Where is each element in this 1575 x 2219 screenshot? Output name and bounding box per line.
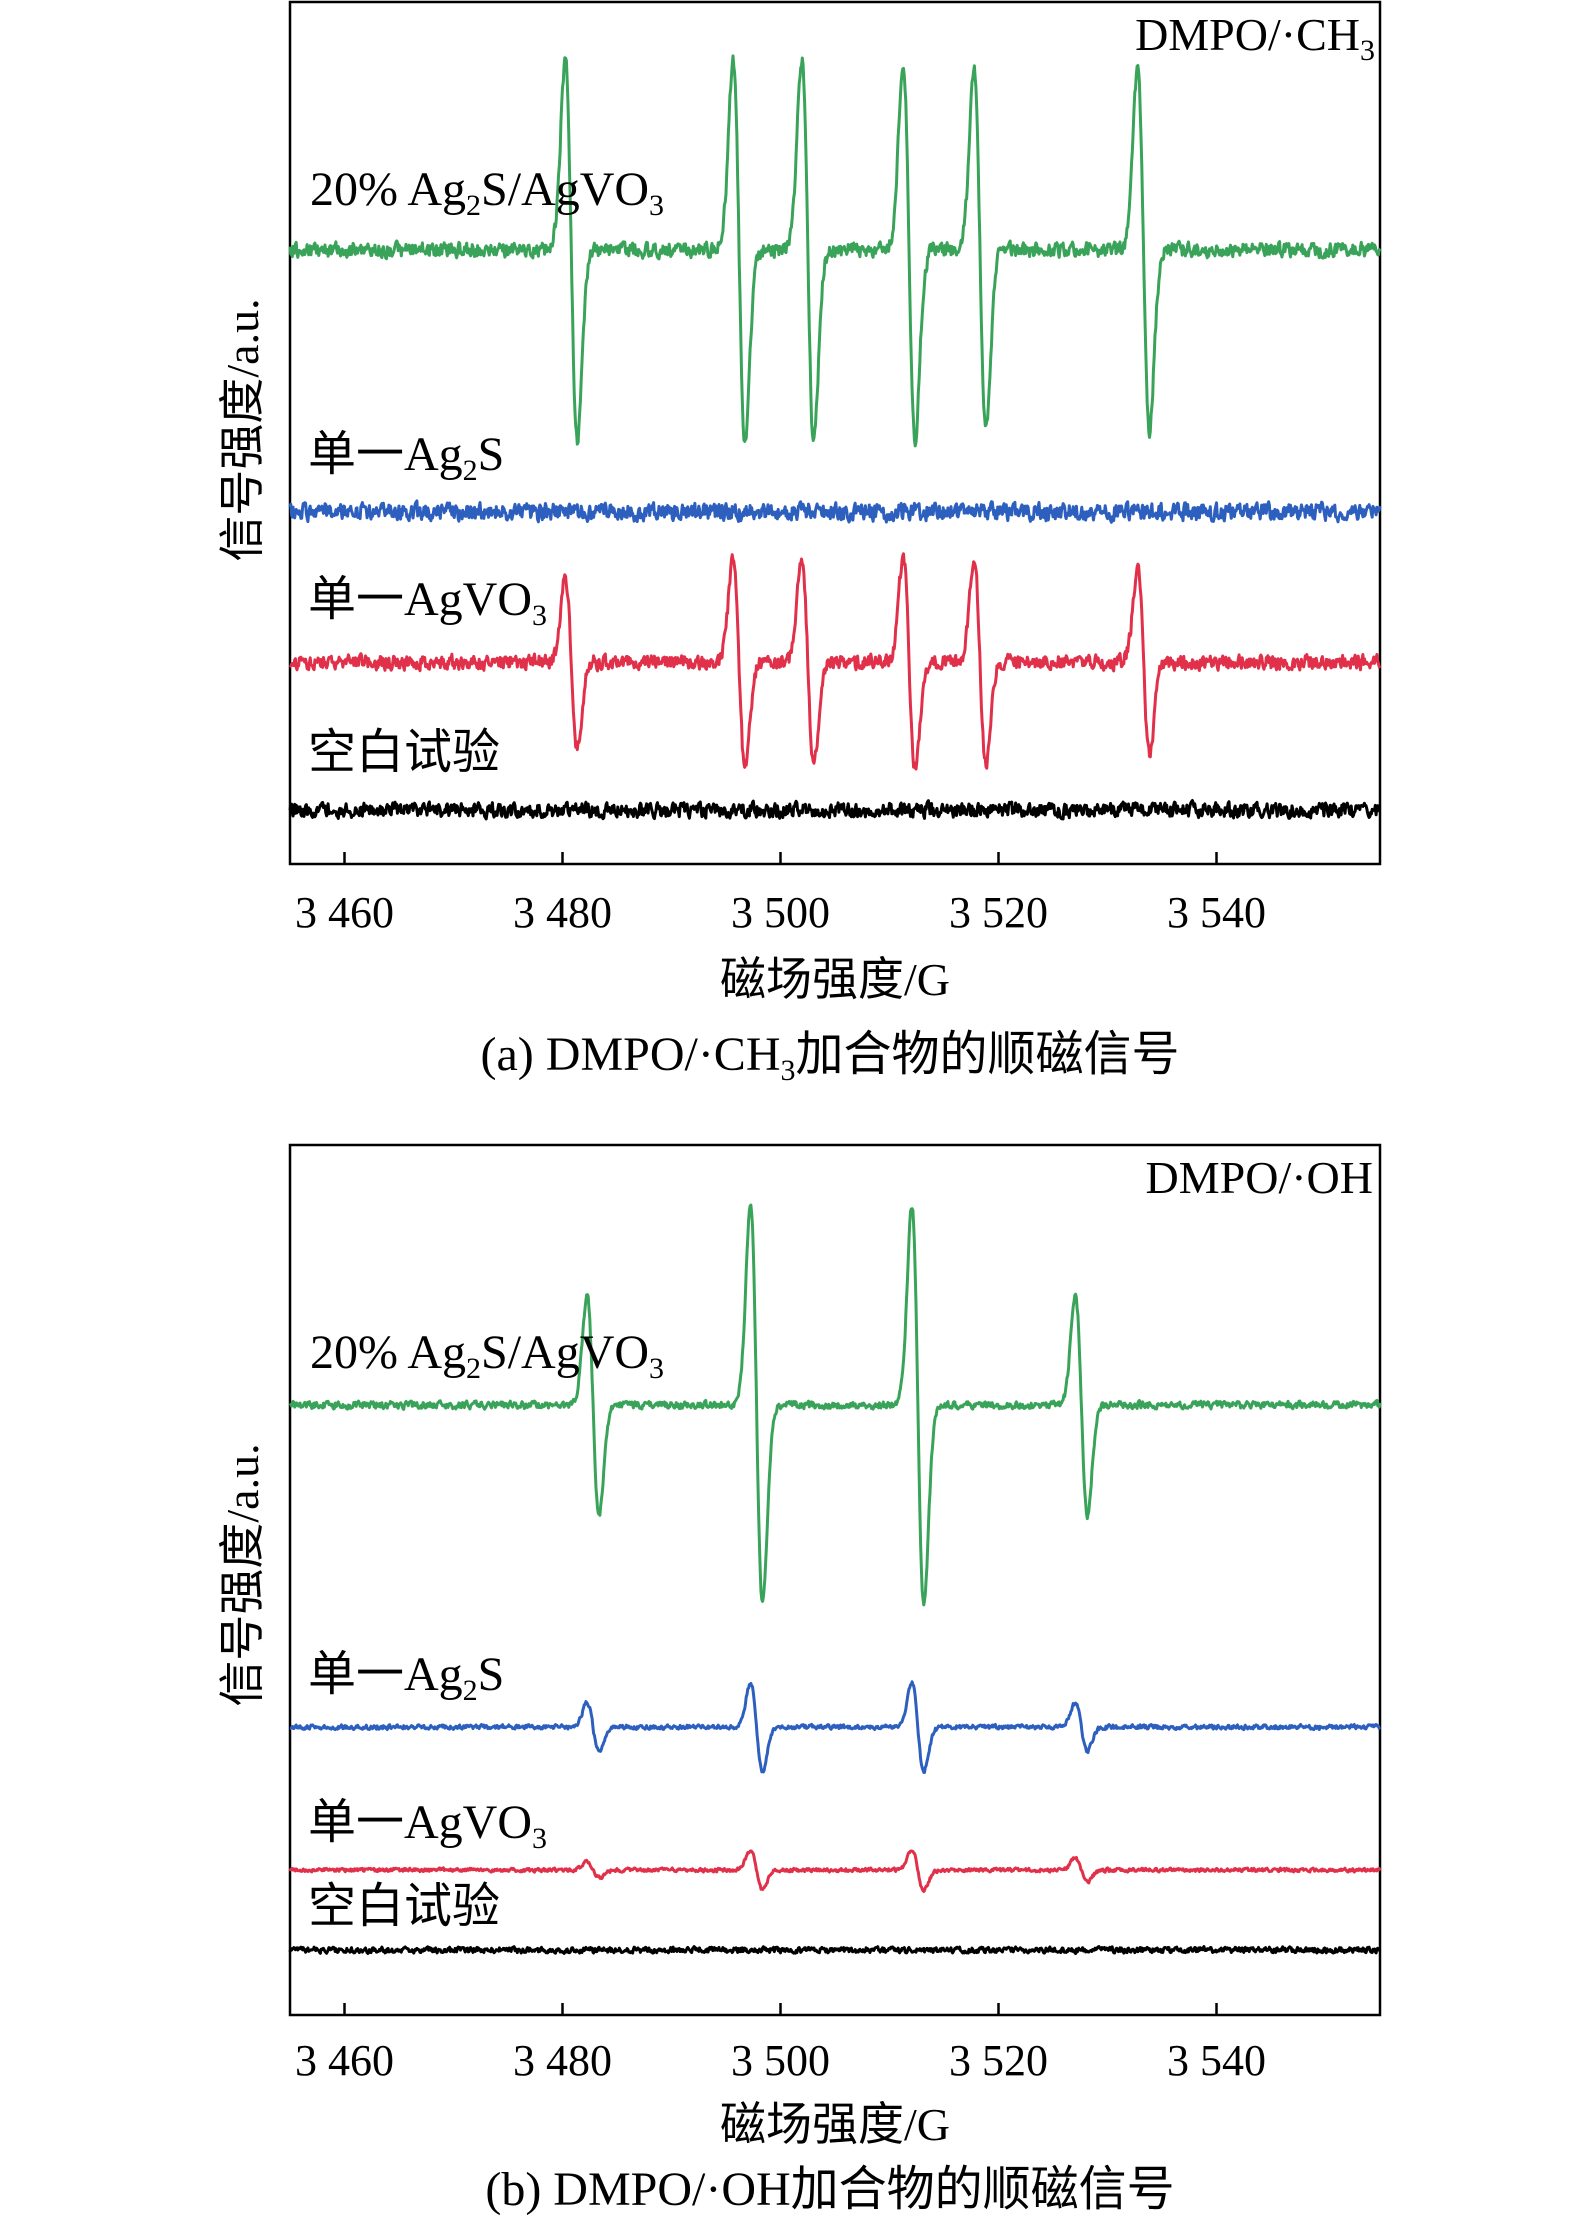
plot-frame: [288, 0, 1382, 866]
series-label-ag2s: 单一Ag2S: [308, 428, 504, 487]
series-label-composite: 20% Ag2S/AgVO3: [310, 1326, 664, 1385]
x-ticks: 3 460 3 480 3 500 3 520 3 540: [295, 2003, 1266, 2085]
series-label-blank: 空白试验: [308, 1880, 500, 1933]
x-tick-label: 3 500: [731, 888, 830, 937]
x-tick-label: 3 540: [1167, 888, 1266, 937]
x-tick-label: 3 520: [949, 888, 1048, 937]
series-trace-ag2s: [289, 1680, 1382, 1774]
panel-a: DMPO/·CH3 3 460 3 480 3 500 3 520 3 540 磁场强度…: [217, 0, 1382, 1087]
series-trace-blank: [288, 1945, 1382, 1955]
x-axis-title: 磁场强度/G: [720, 2099, 950, 2150]
x-tick-label: 3 540: [1167, 2036, 1266, 2085]
figure-caption: (a) DMPO/·CH3加合物的顺磁信号: [481, 1028, 1180, 1087]
series-label-blank: 空白试验: [308, 726, 500, 779]
series-trace-composite: [288, 1203, 1382, 1607]
panel-tag: DMPO/·OH: [1146, 1152, 1373, 1203]
x-axis-title: 磁场强度/G: [720, 954, 950, 1005]
x-tick-label: 3 480: [513, 888, 612, 937]
series-label-composite: 20% Ag2S/AgVO3: [310, 163, 664, 222]
x-tick-label: 3 520: [949, 2036, 1048, 2085]
series-label-ag2s: 单一Ag2S: [308, 1648, 504, 1707]
x-tick-label: 3 500: [731, 2036, 830, 2085]
y-axis-title: 信号强度/a.u.: [217, 1443, 268, 1706]
series-trace-ag2s: [288, 499, 1382, 524]
series-trace-composite: [288, 54, 1382, 448]
series-trace-agvo3: [288, 552, 1382, 771]
traces: [288, 1203, 1382, 1955]
panel-tag: DMPO/·CH3: [1135, 9, 1375, 67]
series-trace-blank: [288, 799, 1382, 821]
plot-frame: [288, 1143, 1382, 2017]
x-tick-label: 3 480: [513, 2036, 612, 2085]
panel-b: DMPO/·OH 3 460 3 480 3 500 3 520 3 540 磁场强度/…: [217, 1143, 1382, 2216]
x-tick-label: 3 460: [295, 2036, 394, 2085]
series-trace-agvo3: [288, 1849, 1382, 1893]
series-label-agvo3: 单一AgVO3: [308, 1796, 547, 1855]
y-axis-title: 信号强度/a.u.: [217, 298, 268, 561]
traces: [288, 54, 1382, 821]
series-label-agvo3: 单一AgVO3: [308, 573, 547, 632]
x-ticks: 3 460 3 480 3 500 3 520 3 540: [295, 852, 1266, 937]
figure-caption: (b) DMPO/·OH加合物的顺磁信号: [485, 2163, 1174, 2216]
x-tick-label: 3 460: [295, 888, 394, 937]
